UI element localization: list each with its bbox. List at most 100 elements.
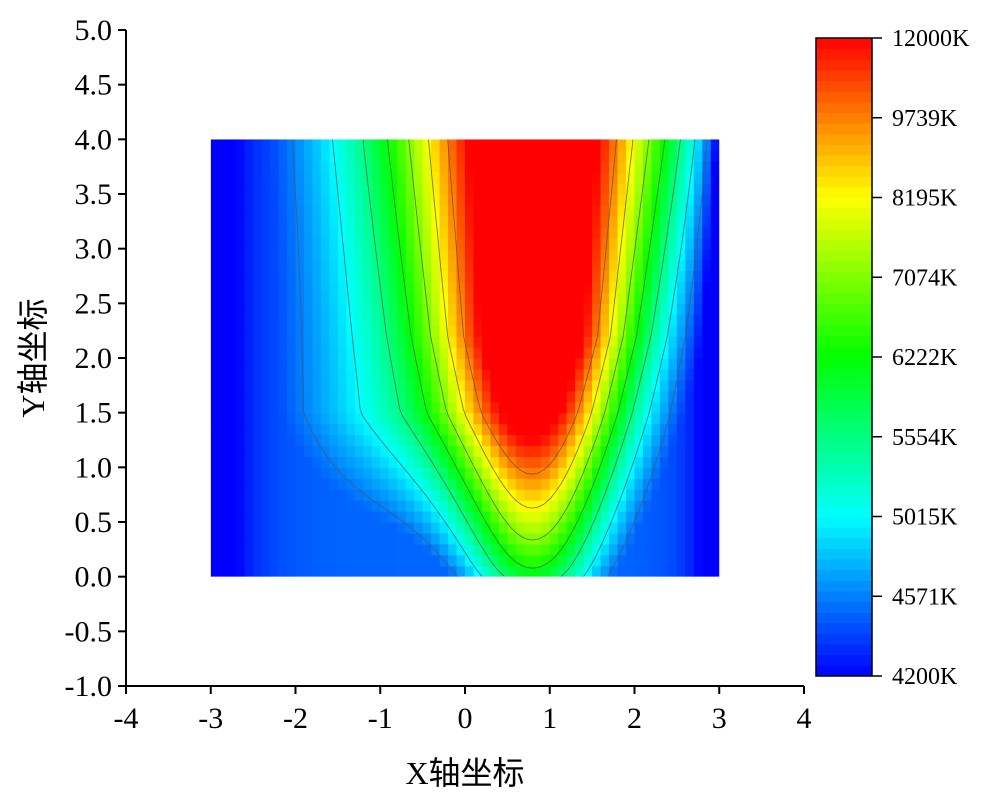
heat-cell [456,259,466,272]
heat-cell [227,478,237,490]
heat-cell [626,500,636,512]
heat-cell [244,325,254,337]
heat-cell [481,489,492,501]
heat-cell [312,412,322,425]
heat-cell [312,194,322,206]
heat-cell [227,270,237,283]
heat-cell [693,336,703,348]
heat-cell [490,259,500,272]
heat-cell [490,511,500,523]
heat-cell [524,478,534,490]
colorbar-swatch [816,548,872,560]
heat-cell [219,532,229,545]
x-tick-label: 4 [797,702,812,735]
heat-cell [481,368,492,381]
heat-cell [642,161,653,173]
heat-cell [532,347,542,359]
heat-cell [549,183,559,195]
heat-cell [219,336,229,348]
colorbar-swatch [816,59,872,71]
heat-cell [253,194,263,206]
heat-cell [642,467,653,479]
heat-cell [592,434,602,447]
heat-cell [693,456,703,468]
heat-cell [303,478,314,490]
heat-cell [515,303,525,315]
heat-cell [405,226,415,239]
heat-cell [558,543,568,556]
heat-cell [507,303,517,315]
heat-cell [236,139,246,151]
heat-cell [634,500,644,512]
heat-cell [371,281,381,293]
heat-cell [346,172,356,184]
heat-cell [566,194,576,206]
heat-cell [583,183,593,195]
heat-cell [448,434,458,447]
heat-cell [456,314,466,326]
heat-cell [287,412,297,425]
heat-cell [363,204,373,217]
heat-cell [498,478,508,490]
x-tick-label: -3 [198,702,223,735]
heat-cell [524,325,534,337]
heat-cell [609,390,619,403]
heat-cell [515,325,525,337]
heat-cell [473,347,483,359]
heat-cell [668,554,678,567]
heat-cell [295,259,305,272]
heat-cell [278,554,288,567]
heat-cell [278,522,288,534]
heat-cell [481,358,492,370]
heat-cell [253,358,263,370]
heat-cell [405,500,415,512]
heat-cell [210,139,220,151]
heat-cell [261,172,271,184]
heat-cell [363,161,373,173]
heat-cell [473,325,483,337]
heat-cell [676,325,686,337]
heat-cell [710,139,720,151]
heat-cell [287,511,297,523]
heat-cell [354,522,364,534]
heat-cell [507,412,517,425]
heat-cell [524,511,534,523]
heat-cell [371,259,381,272]
heat-cell [693,270,703,283]
heat-cell [583,292,593,304]
heat-cell [346,259,356,272]
heat-cell [439,379,449,392]
y-tick-label: 4.5 [75,69,113,102]
heat-cell [422,194,432,206]
heat-cell [363,226,373,239]
heat-cell [397,325,407,337]
heat-cell [558,248,568,261]
heat-cell [431,194,441,206]
heat-cell [515,478,525,490]
heat-cell [354,445,364,457]
heat-cell [363,532,373,545]
heat-cell [465,314,475,326]
heat-cell [600,467,610,479]
heat-cell [642,423,653,436]
heat-cell [380,292,390,304]
heat-cell [676,150,686,162]
heat-cell [702,522,712,534]
heat-cell [244,226,254,239]
heat-cell [303,456,314,468]
heat-cell [575,139,585,151]
heat-cell [549,543,559,556]
heat-cell [261,511,271,523]
heat-cell [320,434,330,447]
heat-cell [609,489,619,501]
heat-cell [668,347,678,359]
heat-cell [456,500,466,512]
heat-cell [354,281,364,293]
heat-cell [515,401,525,414]
heat-cell [354,500,364,512]
y-tick-label: 2.0 [75,342,113,375]
y-tick-label: 4.0 [75,123,113,156]
heat-cell [405,401,415,414]
heat-cell [710,183,720,195]
heat-cell [236,248,246,261]
